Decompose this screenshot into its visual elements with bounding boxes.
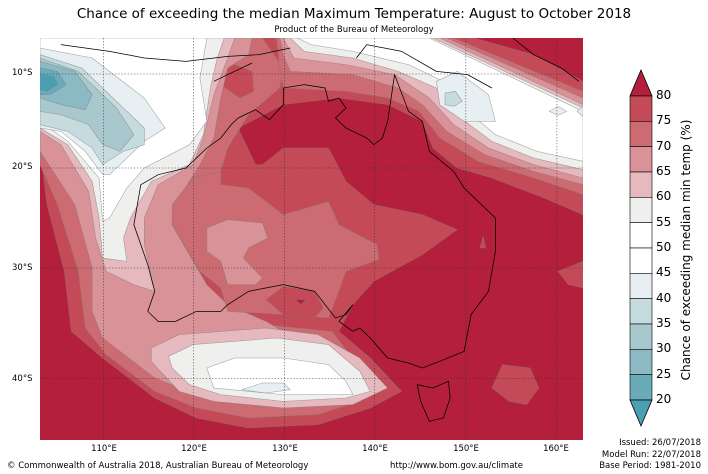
colorbar [629, 68, 653, 428]
lon-label: 130°E [272, 444, 298, 454]
issued-date: Issued: 26/07/2018 [619, 438, 701, 448]
lon-label: 140°E [362, 444, 388, 454]
colorbar-bin [629, 374, 653, 401]
chart-title: Chance of exceeding the median Maximum T… [76, 6, 632, 22]
tasmania-coastline [416, 380, 451, 422]
colorbar-bin [629, 247, 653, 274]
colorbar-tick-label: 30 [656, 341, 672, 356]
contour-75 [491, 364, 540, 405]
colorbar-tick-label: 35 [656, 316, 672, 330]
colorbar-over-arrow [629, 68, 653, 97]
colorbar-under-arrow [629, 399, 653, 428]
colorbar-tick-label: 55 [656, 214, 672, 229]
colorbar-bin [629, 349, 653, 375]
new-guinea-coastline [356, 44, 493, 89]
contour-80 [294, 299, 307, 306]
contour-40 [241, 382, 291, 394]
colorbar-label: Chance of exceeding median min temp (%) [679, 119, 693, 381]
chart-subtitle: Product of the Bureau of Meteorology [274, 25, 434, 35]
colorbar-bin [629, 197, 653, 223]
contour-40 [576, 105, 583, 117]
colorbar-bin [629, 95, 653, 122]
contour-fills [40, 38, 583, 440]
contour-50 [297, 38, 583, 162]
contour-75 [557, 261, 583, 289]
coastlines [60, 38, 580, 422]
contour-70 [171, 170, 380, 319]
colorbar-bin [629, 121, 653, 147]
colorbar-bin [629, 298, 653, 325]
lon-label: 120°E [181, 444, 207, 454]
colorbar-tick-label: 60 [656, 189, 672, 204]
model-run-date: Model Run: 22/07/2018 [601, 450, 701, 460]
contour-35 [444, 91, 463, 107]
colorbar-tick-label: 20 [656, 392, 672, 406]
lat-label: 10°S [12, 68, 33, 78]
colorbar-bin [629, 146, 653, 173]
australia-coastline [133, 74, 496, 369]
colorbar-tick-label: 70 [656, 138, 672, 153]
colorbar-tick-label: 65 [656, 164, 672, 178]
colorbar-tick-label: 25 [656, 366, 672, 381]
copyright-text: © Commonwealth of Australia 2018, Austra… [7, 461, 309, 471]
base-period: Base Period: 1981-2010 [599, 461, 701, 471]
probability-map [40, 38, 583, 440]
lon-label: 150°E [453, 444, 479, 454]
lon-label: 160°E [543, 444, 569, 454]
contour-40 [548, 106, 568, 116]
lat-label: 30°S [12, 263, 33, 273]
islands-coastline [512, 38, 580, 82]
contour-50 [206, 357, 354, 395]
colorbar-tick-label: 40 [656, 290, 672, 305]
lat-label: 20°S [12, 162, 33, 172]
contour-75 [479, 236, 487, 249]
lat-label: 40°S [12, 374, 33, 384]
colorbar-bin [629, 323, 653, 350]
graticule [40, 38, 583, 440]
source-url[interactable]: http://www.bom.gov.au/climate [390, 461, 523, 471]
colorbar-tick-label: 80 [656, 88, 672, 102]
colorbar-bin [629, 273, 653, 299]
colorbar-tick-label: 50 [656, 240, 672, 254]
timor-coastline [213, 62, 253, 82]
lon-label: 110°E [91, 444, 117, 454]
colorbar-tick-label: 75 [656, 113, 672, 128]
contour-75 [265, 286, 324, 319]
colorbar-bin [629, 222, 653, 249]
indonesia-coastline [60, 44, 291, 62]
colorbar-bin [629, 171, 653, 198]
contour-below-20 [40, 74, 58, 92]
colorbar-tick-label: 45 [656, 265, 672, 280]
